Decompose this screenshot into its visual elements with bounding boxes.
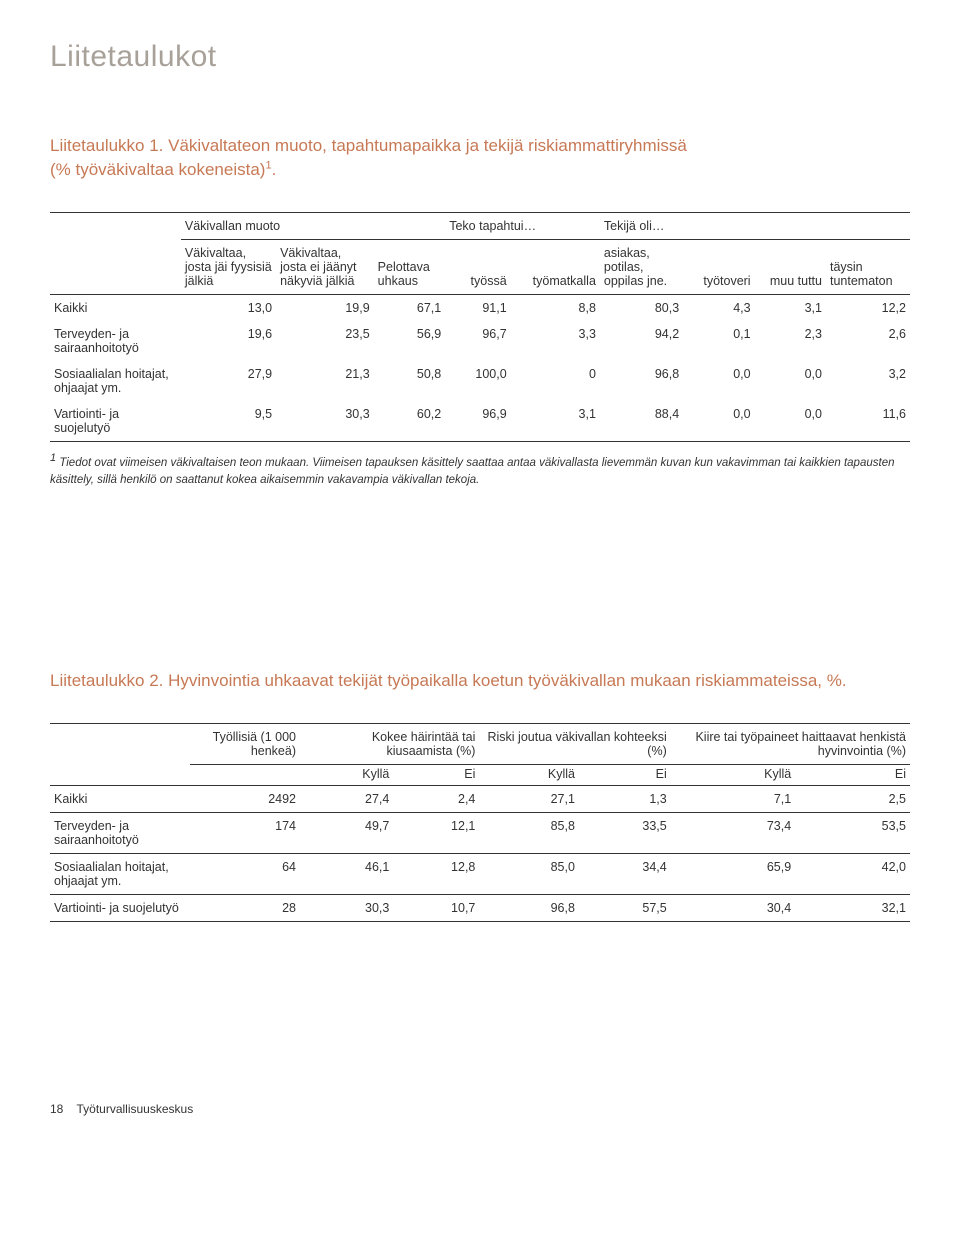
t2-g2: Kokee häirintää tai kiusaamista (%) [300, 723, 479, 764]
t2-sub-ei-2: Ei [579, 764, 671, 785]
t1-r3-label: Vartiointi- ja suojelutyö [50, 401, 181, 442]
t2-sub-ei-1: Ei [393, 764, 479, 785]
table-row: Terveyden- ja sairaanhoitotyö 174 49,7 1… [50, 812, 910, 853]
footnote-text: Tiedot ovat viimeisen väkivaltaisen teon… [50, 456, 894, 485]
t1-grp-muoto: Väkivallan muoto [181, 212, 445, 239]
t1-r0-label: Kaikki [50, 294, 181, 321]
table1: Väkivallan muoto Teko tapahtui… Tekijä o… [50, 212, 910, 442]
t1-r1-label: Terveyden- ja sairaanhoitotyö [50, 321, 181, 361]
table1-title-line2: (% työväkivaltaa kokeneista) [50, 160, 265, 179]
t1-h-c3: Pelottava uhkaus [374, 239, 446, 294]
page-footer: 18 Työturvallisuuskeskus [50, 1102, 910, 1116]
table1-period: . [272, 160, 277, 179]
table-row: Kaikki 13,0 19,9 67,1 91,1 8,8 80,3 4,3 … [50, 294, 910, 321]
t2-g1: Työllisiä (1 000 henkeä) [190, 723, 300, 764]
table1-title: Liitetaulukko 1. Väkivaltateon muoto, ta… [50, 134, 910, 182]
t1-h-c6: asiakas, potilas, oppilas jne. [600, 239, 683, 294]
table1-title-line1: Liitetaulukko 1. Väkivaltateon muoto, ta… [50, 136, 687, 155]
t2-g3: Riski joutua väkivallan kohteeksi (%) [479, 723, 670, 764]
t2-sub-ei-3: Ei [795, 764, 910, 785]
t1-grp-teko: Teko tapahtui… [445, 212, 600, 239]
table-row: Terveyden- ja sairaanhoitotyö 19,6 23,5 … [50, 321, 910, 361]
table2-title: Liitetaulukko 2. Hyvinvointia uhkaavat t… [50, 669, 910, 693]
t2-sub-kylla-1: Kyllä [300, 764, 393, 785]
table1-footnote: 1 Tiedot ovat viimeisen väkivaltaisen te… [50, 450, 910, 489]
table-row: Sosiaalialan hoitajat, ohjaajat ym. 27,9… [50, 361, 910, 401]
t1-h-c8: muu tuttu [755, 239, 826, 294]
page-title: Liitetaulukot [50, 40, 910, 74]
table1-body: Kaikki 13,0 19,9 67,1 91,1 8,8 80,3 4,3 … [50, 294, 910, 441]
t2-g4: Kiire tai työpaineet haittaavat henkistä… [671, 723, 910, 764]
t2-sub-kylla-3: Kyllä [671, 764, 795, 785]
table2-body: Kaikki 2492 27,4 2,4 27,1 1,3 7,1 2,5 Te… [50, 785, 910, 921]
t1-grp-tekija: Tekijä oli… [600, 212, 910, 239]
table-row: Vartiointi- ja suojelutyö 9,5 30,3 60,2 … [50, 401, 910, 442]
footer-label: Työturvallisuuskeskus [76, 1102, 193, 1116]
table-row: Vartiointi- ja suojelutyö 28 30,3 10,7 9… [50, 894, 910, 921]
footnote-sup: 1 [50, 452, 56, 464]
page-number: 18 [50, 1102, 63, 1116]
table-row: Sosiaalialan hoitajat, ohjaajat ym. 64 4… [50, 853, 910, 894]
t2-sub-kylla-2: Kyllä [479, 764, 579, 785]
t1-h-c2: Väkivaltaa, josta ei jäänyt näkyviä jälk… [276, 239, 374, 294]
t1-h-c5: työmatkalla [511, 239, 600, 294]
t1-h-c9: täysin tuntematon [826, 239, 910, 294]
t1-h-c7: työtoveri [683, 239, 754, 294]
table2: Työllisiä (1 000 henkeä) Kokee häirintää… [50, 723, 910, 922]
t1-h-c1: Väkivaltaa, josta jäi fyysisiä jälkiä [181, 239, 276, 294]
t1-h-c4: työssä [445, 239, 510, 294]
t1-r2-label: Sosiaalialan hoitajat, ohjaajat ym. [50, 361, 181, 401]
table-row: Kaikki 2492 27,4 2,4 27,1 1,3 7,1 2,5 [50, 785, 910, 812]
